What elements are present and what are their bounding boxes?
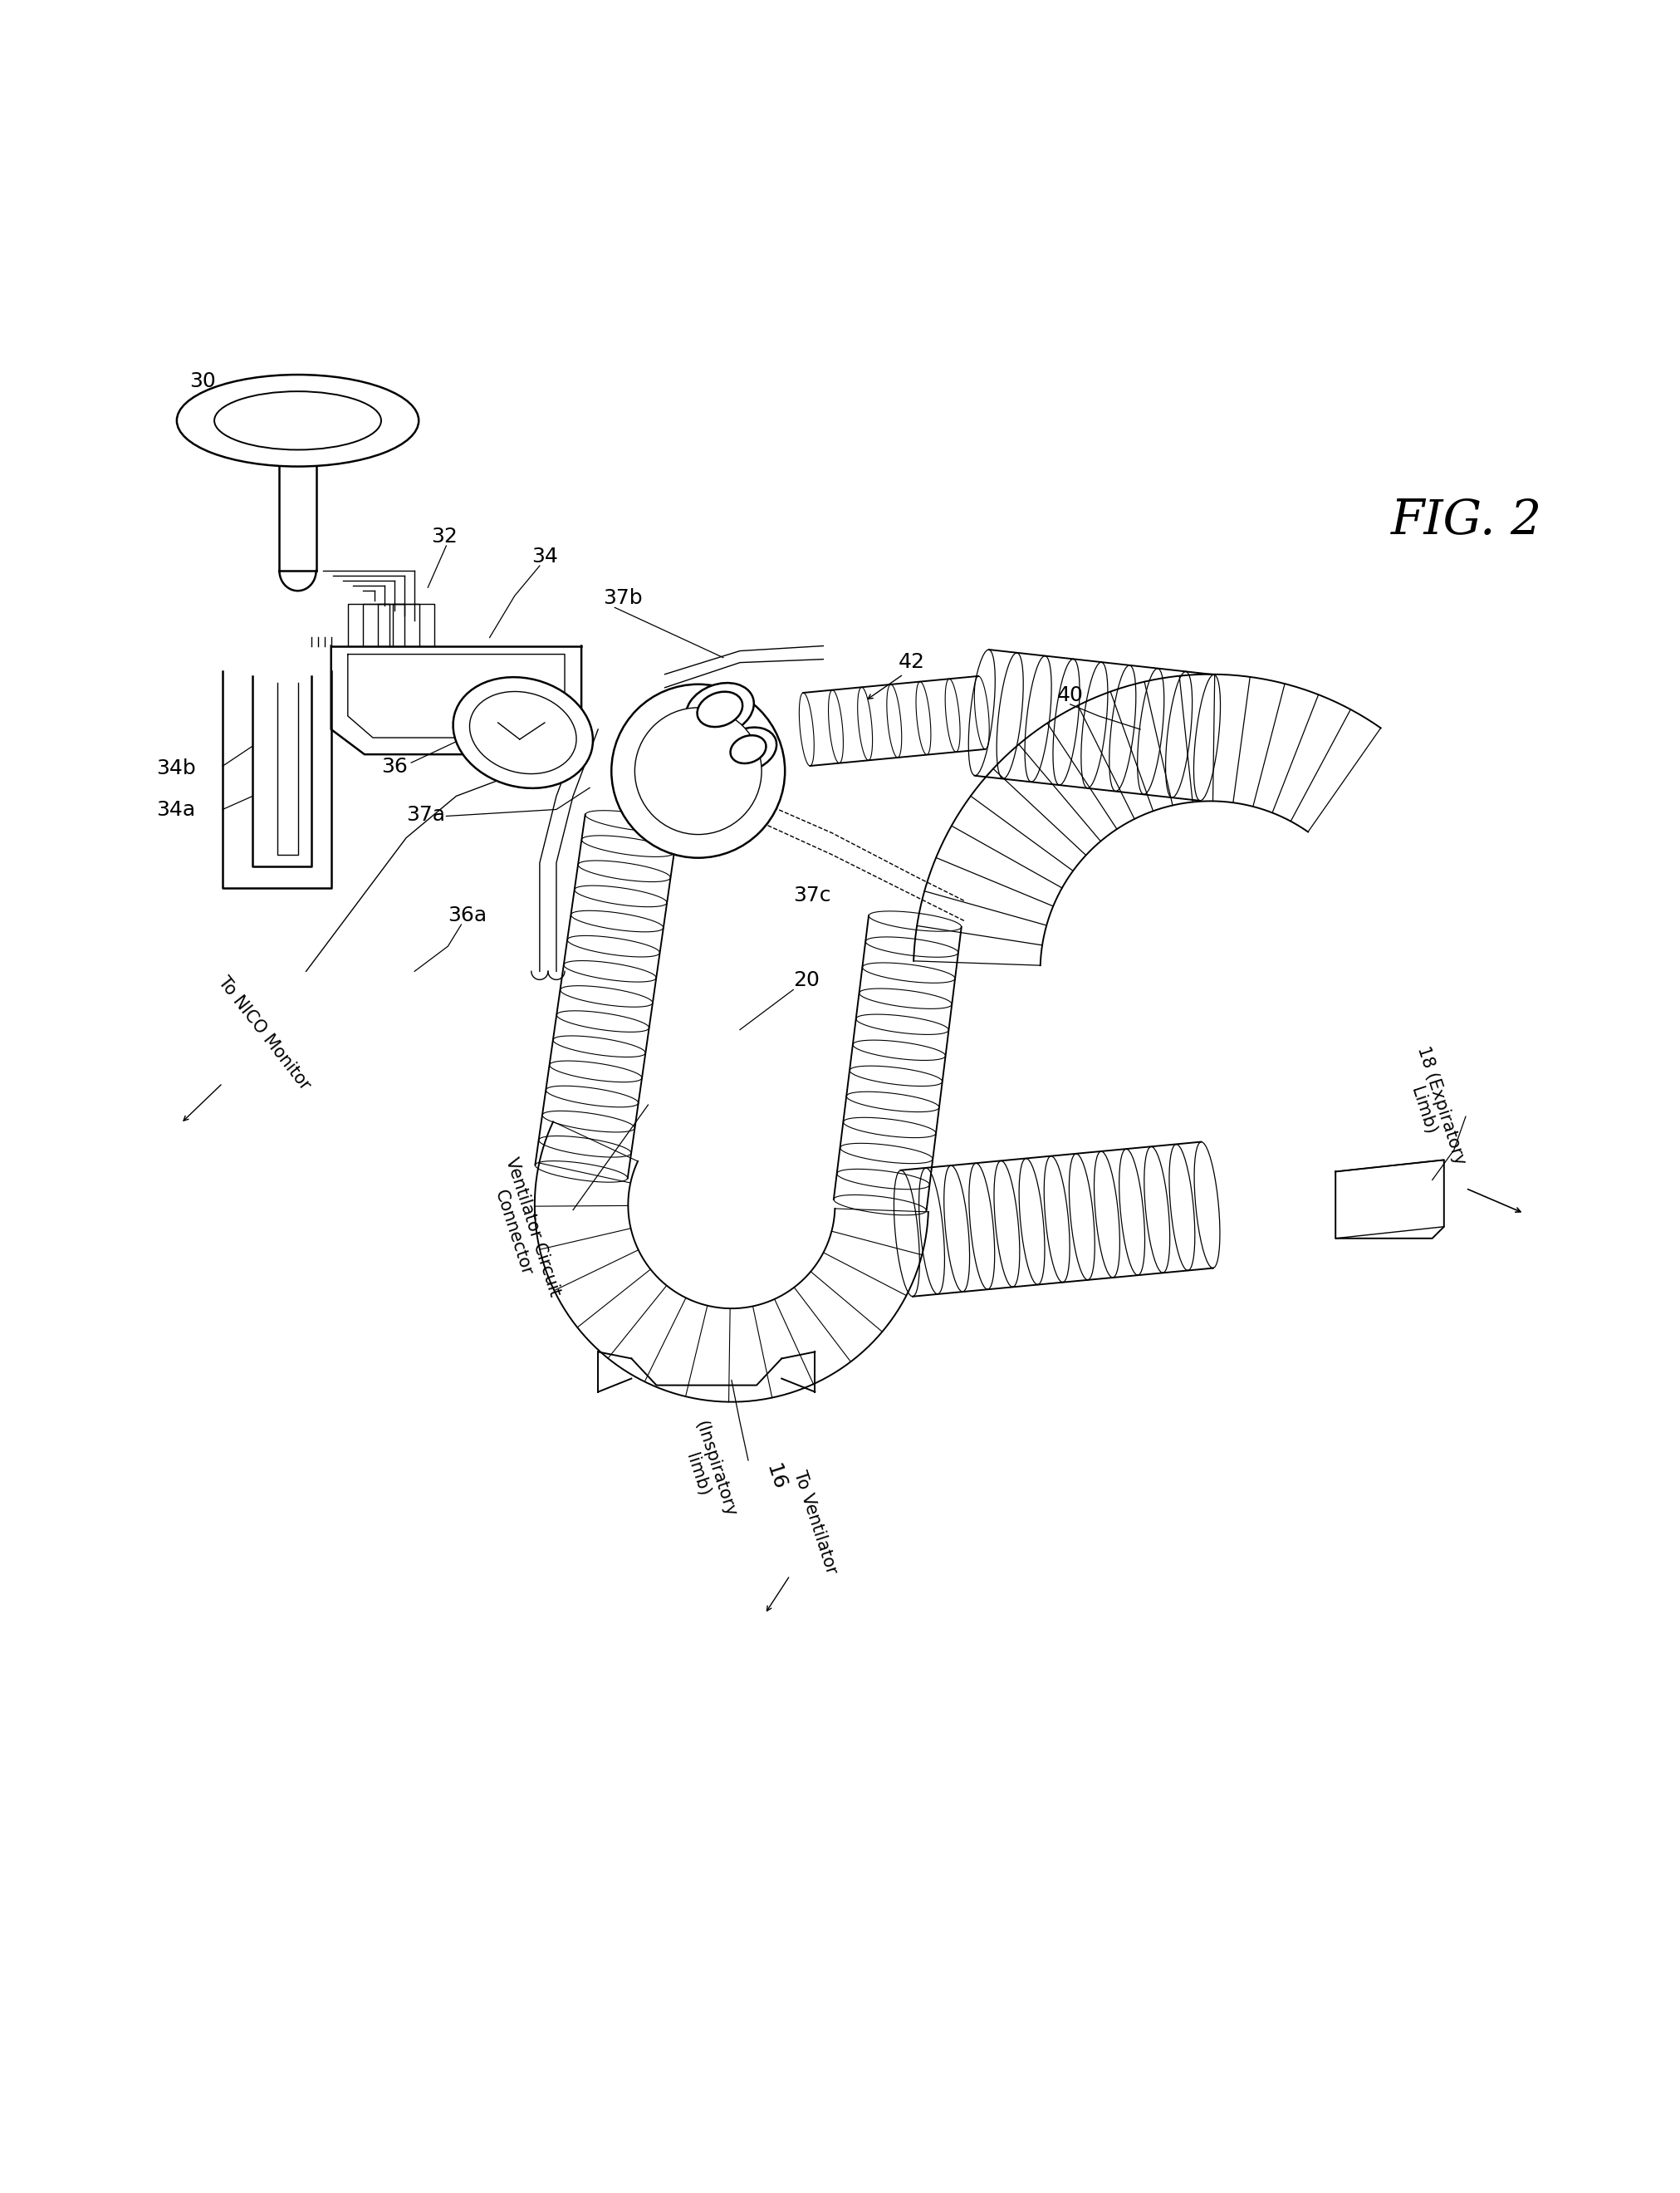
Text: 37c: 37c (793, 886, 832, 906)
Text: 34b: 34b (156, 759, 195, 779)
Text: 16: 16 (761, 1461, 788, 1493)
Text: 18 (Expiratory
Limb): 18 (Expiratory Limb) (1396, 1044, 1468, 1173)
Ellipse shape (454, 678, 593, 787)
Circle shape (612, 684, 785, 857)
Ellipse shape (697, 691, 743, 726)
Ellipse shape (731, 735, 766, 763)
Ellipse shape (721, 728, 776, 772)
Text: (Inspiratory
limb): (Inspiratory limb) (674, 1419, 739, 1524)
Text: 42: 42 (899, 651, 926, 671)
Text: 36a: 36a (449, 906, 487, 925)
Text: To Ventilator: To Ventilator (791, 1469, 840, 1577)
Text: 37b: 37b (603, 588, 643, 607)
Text: 20: 20 (793, 971, 820, 991)
Text: 40: 40 (1057, 684, 1084, 706)
Text: FIG. 2: FIG. 2 (1391, 498, 1542, 544)
Ellipse shape (470, 691, 576, 774)
Text: 34a: 34a (156, 800, 195, 820)
Text: 36: 36 (381, 757, 408, 776)
Circle shape (635, 708, 761, 836)
Text: Ventilator Circuit
Connector: Ventilator Circuit Connector (482, 1156, 563, 1305)
Ellipse shape (176, 375, 418, 467)
Text: 30: 30 (190, 371, 215, 390)
Text: 34: 34 (531, 546, 558, 566)
Ellipse shape (215, 390, 381, 450)
Ellipse shape (685, 682, 754, 735)
Text: 32: 32 (432, 526, 457, 546)
Text: To NICO Monitor: To NICO Monitor (215, 974, 314, 1092)
Text: 37a: 37a (407, 805, 445, 825)
